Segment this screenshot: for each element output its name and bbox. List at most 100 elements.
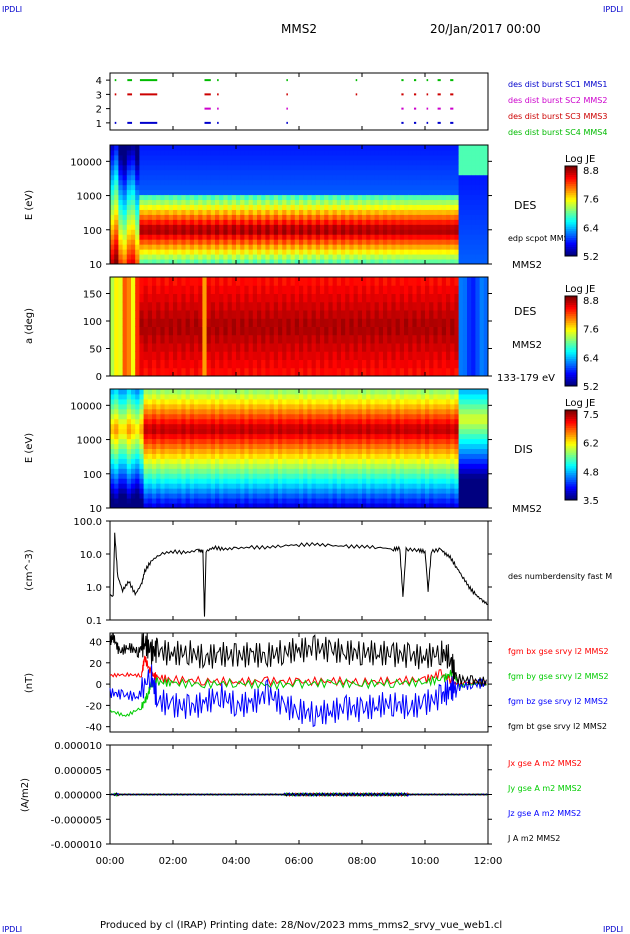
des-energy-cell (173, 229, 178, 235)
dis-energy-cell (118, 498, 124, 504)
dis-energy-cell (177, 438, 182, 445)
des-energy-cell (139, 204, 145, 210)
dis-energy-cell (378, 458, 384, 464)
des-energy-cell (399, 194, 405, 201)
dis-energy-cell (114, 483, 119, 489)
des-energy-cell (147, 224, 153, 230)
des-energy-cell (357, 229, 363, 235)
des-energy-cell (252, 249, 258, 255)
des-pitch-cell (227, 343, 233, 352)
des-energy-cell (483, 154, 489, 161)
dis-energy-cell (227, 443, 233, 449)
des-energy-cell (265, 209, 271, 215)
dis-energy-cell (366, 413, 371, 420)
dis-energy-cell (135, 393, 140, 400)
dis-energy-cell (257, 408, 262, 415)
des-pitch-cell (278, 318, 283, 327)
dis-energy-cell (160, 473, 166, 479)
dis-energy-cell (294, 398, 300, 405)
des-energy-cell (143, 259, 149, 265)
des-pitch-cell (290, 277, 296, 286)
des-pitch-cell (219, 334, 224, 344)
des-pitch-cell (202, 318, 208, 327)
des-energy-cell (437, 214, 443, 220)
des-energy-cell (412, 229, 418, 235)
dis-energy-cell (139, 448, 145, 454)
dis-energy-cell (383, 478, 388, 484)
des-energy-cell (437, 239, 443, 245)
burst-mark-sc3 (437, 93, 441, 96)
des-energy-cell (257, 219, 262, 225)
dis-energy-cell (114, 448, 119, 454)
dis-energy-cell (307, 403, 313, 410)
dis-energy-cell (336, 389, 342, 395)
dis-energy-cell (282, 428, 287, 435)
des-energy-cell (404, 164, 409, 171)
des-energy-cell (114, 189, 119, 196)
des-energy-cell (391, 249, 397, 255)
des-energy-cell (227, 224, 233, 230)
dis-energy-cell (173, 473, 178, 479)
des-pitch-cell (303, 359, 308, 369)
des-energy-cell (177, 169, 182, 176)
des-energy-cell (282, 159, 287, 166)
des-pitch-cell (462, 351, 468, 360)
des-energy-cell (336, 204, 342, 210)
des-energy-cell (135, 214, 140, 220)
des-energy-cell (433, 204, 439, 210)
des-energy-cell (252, 159, 258, 166)
des-energy-cell (458, 159, 464, 166)
des-energy-cell (462, 199, 468, 205)
des-energy-cell (471, 229, 476, 235)
des-energy-cell (126, 179, 132, 186)
des-pitch-cell (236, 343, 241, 352)
dis-energy-cell (307, 443, 313, 449)
des-pitch-cell (139, 285, 145, 294)
des-pitch-cell (278, 285, 283, 294)
dis-energy-cell (324, 423, 329, 430)
des-energy-cell (341, 244, 346, 250)
des-energy-cell (110, 149, 115, 156)
dis-energy-cell (311, 393, 317, 400)
dis-energy-cell (147, 463, 153, 469)
des-energy-cell (257, 249, 262, 255)
des-energy-cell (391, 254, 397, 260)
des-pitch-cell (156, 351, 161, 360)
burst-ytick-label: 2 (96, 105, 102, 116)
des-energy-cell (299, 259, 304, 265)
des-energy-cell (273, 254, 279, 260)
des-energy-cell (454, 154, 460, 161)
des-energy-cell (244, 249, 250, 255)
des-energy-cell (215, 224, 220, 230)
des-pitch-cell (446, 310, 451, 319)
colorbar-cell (565, 170, 577, 174)
dis-energy-cell (147, 403, 153, 410)
des-energy-cell (273, 224, 279, 230)
des-pitch-cell (240, 310, 245, 319)
des-pitch-cell (336, 334, 342, 344)
des-energy-cell (215, 184, 220, 191)
colorbar-cell (565, 184, 577, 187)
des-energy-cell (198, 209, 203, 215)
des-energy-cell (177, 174, 182, 181)
dis-energy-cell (110, 488, 115, 494)
des-energy-cell (261, 194, 266, 201)
des-pitch-cell (185, 326, 191, 336)
des-pitch-cell (236, 318, 241, 327)
des-energy-cell (332, 149, 338, 156)
dis-energy-cell (370, 418, 376, 425)
des-pitch-cell (114, 277, 119, 286)
des-pitch-cell (114, 318, 119, 327)
des-energy-cell (336, 199, 342, 205)
des-pitch-cell (387, 301, 392, 311)
dis-energy-cell (244, 403, 250, 410)
des-energy-cell (156, 204, 161, 210)
des-energy-cell (219, 174, 224, 181)
dis-energy-cell (173, 468, 178, 474)
des-pitch-cell (223, 359, 229, 369)
des-energy-cell (395, 154, 401, 161)
des-energy-cell (294, 154, 300, 161)
des-energy-cell (139, 169, 145, 176)
des-energy-cell (303, 179, 308, 186)
des-energy-cell (135, 254, 140, 260)
